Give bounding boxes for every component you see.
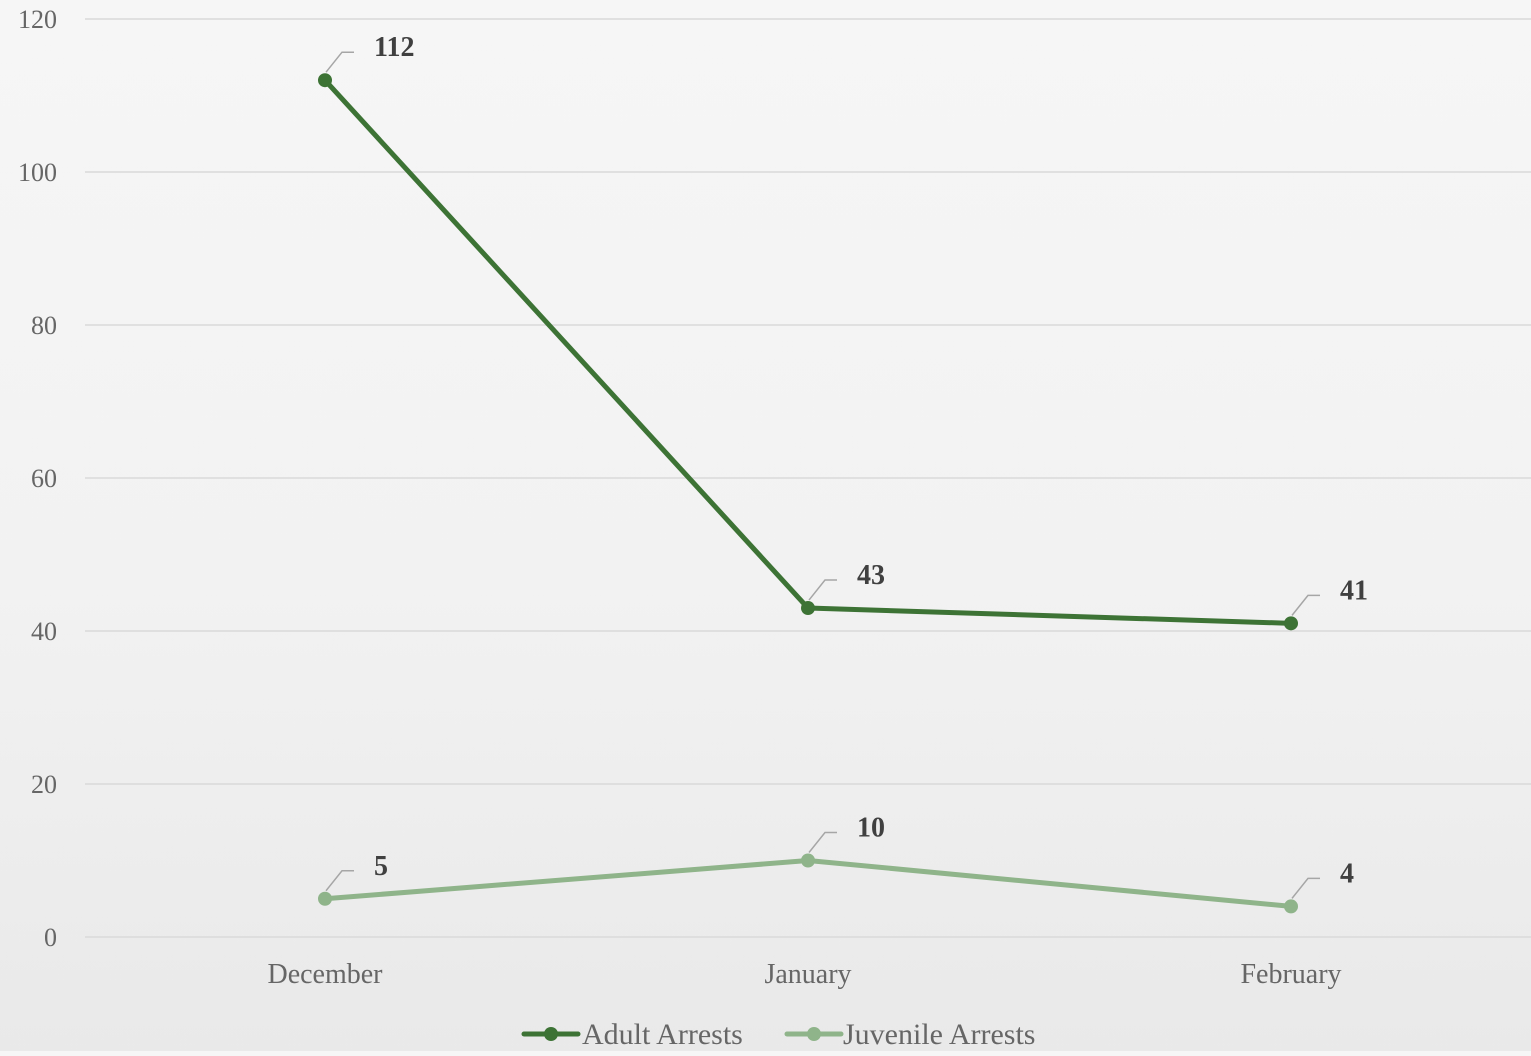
legend: Adult Arrests Juvenile Arrests (521, 1018, 1035, 1051)
adult-arrests-line (322, 77, 1294, 626)
juvenile-arrests-data-label: 4 (1340, 858, 1354, 889)
legend-entry-adult-arrests: Adult Arrests (521, 1018, 743, 1051)
legend-label: Juvenile Arrests (843, 1018, 1035, 1051)
adult-arrests-data-label-group: 43 (808, 560, 885, 601)
legend-entry-juvenile-arrests: Juvenile Arrests (784, 1018, 1035, 1051)
adult-arrests-leader-line (1291, 594, 1320, 616)
juvenile-arrests-point (1284, 899, 1298, 914)
adult-arrests-data-label-group: 41 (1291, 575, 1368, 616)
y-axis-tick-labels: 0 20 40 60 80 100 120 (18, 5, 57, 952)
adult-arrests-point (801, 601, 815, 616)
juvenile-arrests-data-label-group: 4 (1291, 858, 1354, 899)
adult-arrests-data-label: 112 (374, 32, 414, 63)
y-tick-label: 80 (31, 311, 57, 340)
x-category-label: February (1240, 959, 1341, 990)
y-tick-label: 0 (44, 923, 57, 952)
adult-arrests-leader-line (808, 579, 837, 601)
juvenile-arrests-data-label: 10 (857, 813, 885, 844)
juvenile-arrests-leader-line (1291, 877, 1320, 899)
juvenile-arrests-point (318, 891, 332, 906)
legend-swatch-marker (807, 1027, 821, 1041)
series-lines (318, 73, 1298, 914)
y-tick-label: 40 (31, 617, 57, 646)
y-tick-label: 20 (31, 770, 57, 799)
adult-arrests-data-label: 41 (1340, 575, 1368, 606)
x-category-label: December (267, 959, 383, 990)
adult-arrests-point (318, 73, 332, 88)
juvenile-arrests-data-label-group: 10 (808, 813, 885, 853)
y-tick-label: 60 (31, 464, 57, 493)
juvenile-arrests-data-label: 5 (374, 851, 388, 882)
adult-arrests-data-label: 43 (857, 560, 885, 591)
juvenile-arrests-leader-line (325, 870, 354, 892)
legend-swatch-marker (544, 1027, 558, 1041)
adult-arrests-data-label-group: 112 (325, 32, 414, 73)
data-labels: 112 43 41 5 10 4 (325, 32, 1368, 899)
y-tick-label: 120 (18, 5, 57, 34)
juvenile-arrests-point (801, 853, 815, 868)
x-axis-category-labels: December January February (267, 959, 1341, 990)
x-category-label: January (764, 959, 851, 990)
adult-arrests-point (1284, 616, 1298, 631)
gridlines (85, 18, 1531, 938)
juvenile-arrests-data-label-group: 5 (325, 851, 388, 892)
legend-label: Adult Arrests (582, 1018, 743, 1051)
adult-arrests-leader-line (325, 51, 354, 73)
y-tick-label: 100 (18, 158, 57, 187)
juvenile-arrests-leader-line (808, 831, 837, 853)
